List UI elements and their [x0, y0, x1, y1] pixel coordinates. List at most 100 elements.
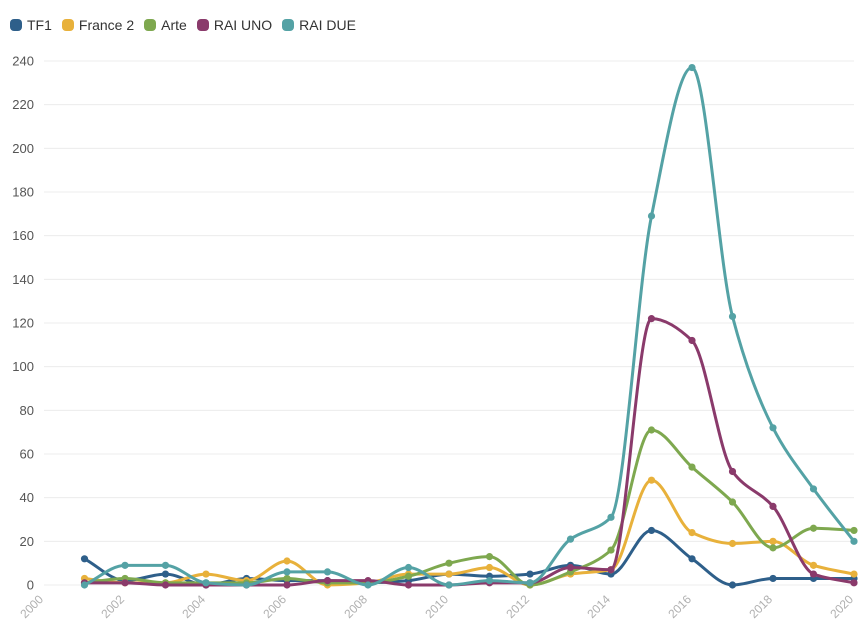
y-tick-label: 40 — [20, 490, 34, 505]
x-tick-label: 2018 — [746, 592, 775, 621]
data-point[interactable] — [323, 577, 332, 585]
data-point[interactable] — [809, 561, 818, 569]
legend-swatch — [10, 19, 22, 31]
data-point[interactable] — [647, 526, 656, 535]
series-rai-uno — [80, 315, 858, 589]
data-point[interactable] — [485, 577, 494, 585]
data-point[interactable] — [202, 579, 210, 587]
data-point[interactable] — [445, 581, 453, 589]
data-point[interactable] — [80, 555, 89, 563]
legend-swatch — [282, 19, 295, 31]
data-point[interactable] — [769, 537, 777, 545]
data-point[interactable] — [809, 485, 818, 493]
data-point[interactable] — [404, 572, 413, 580]
data-point[interactable] — [647, 426, 656, 434]
x-tick-label: 2004 — [179, 592, 208, 621]
y-tick-label: 200 — [12, 141, 34, 156]
data-point[interactable] — [647, 212, 656, 220]
y-tick-label: 120 — [12, 316, 34, 331]
data-point[interactable] — [728, 539, 737, 548]
gridlines — [44, 60, 854, 586]
data-point[interactable] — [688, 529, 696, 537]
data-point[interactable] — [647, 315, 656, 323]
data-point[interactable] — [769, 574, 777, 583]
data-point[interactable] — [526, 579, 534, 587]
data-point[interactable] — [688, 336, 696, 345]
data-point[interactable] — [404, 581, 413, 589]
data-point[interactable] — [607, 566, 615, 574]
legend-item[interactable]: France 2 — [61, 17, 135, 33]
data-point[interactable] — [80, 581, 89, 589]
data-point[interactable] — [728, 312, 737, 321]
data-point[interactable] — [728, 498, 737, 506]
data-point[interactable] — [809, 570, 818, 578]
data-point[interactable] — [283, 568, 291, 576]
data-point[interactable] — [688, 555, 696, 563]
data-point[interactable] — [728, 467, 737, 476]
legend-item[interactable]: TF1 — [10, 17, 52, 33]
legend-item[interactable]: RAI DUE — [282, 17, 356, 33]
data-point[interactable] — [769, 424, 777, 432]
y-tick-label: 0 — [27, 578, 34, 593]
series-arte — [80, 426, 858, 589]
series-france-2 — [80, 476, 858, 589]
legend-item[interactable]: RAI UNO — [196, 17, 272, 33]
data-point[interactable] — [445, 559, 453, 567]
data-point[interactable] — [323, 568, 332, 576]
x-tick-label: 2002 — [98, 592, 127, 621]
data-point[interactable] — [121, 579, 129, 587]
data-point[interactable] — [688, 63, 696, 72]
data-point[interactable] — [850, 526, 858, 535]
data-point[interactable] — [161, 581, 170, 589]
data-point[interactable] — [283, 557, 291, 565]
legend: TF1 France 2 Arte RAI UNO RAI DUE — [10, 17, 356, 33]
data-point[interactable] — [769, 544, 777, 552]
data-point[interactable] — [485, 563, 494, 572]
legend-label: RAI DUE — [299, 17, 356, 33]
data-point[interactable] — [688, 463, 696, 471]
data-point[interactable] — [445, 570, 453, 578]
x-tick-label: 2016 — [665, 592, 694, 621]
data-point[interactable] — [850, 570, 858, 578]
data-point[interactable] — [161, 561, 170, 569]
series-line — [83, 478, 856, 587]
data-point[interactable] — [485, 553, 494, 561]
data-point[interactable] — [850, 537, 858, 545]
legend-label: TF1 — [27, 17, 52, 33]
data-point[interactable] — [607, 513, 615, 521]
data-point[interactable] — [850, 579, 858, 587]
data-point[interactable] — [283, 574, 291, 583]
data-point[interactable] — [566, 563, 575, 572]
data-point[interactable] — [809, 524, 818, 532]
data-point[interactable] — [242, 581, 251, 589]
y-tick-label: 80 — [20, 403, 34, 418]
data-point[interactable] — [121, 561, 129, 569]
data-point[interactable] — [566, 535, 575, 543]
data-point[interactable] — [283, 581, 291, 589]
y-tick-label: 60 — [20, 447, 34, 462]
data-point[interactable] — [728, 581, 737, 589]
legend-item[interactable]: Arte — [144, 17, 187, 33]
y-tick-label: 240 — [12, 54, 34, 69]
x-tick-label: 2014 — [584, 592, 613, 621]
series-rai-due — [80, 63, 858, 589]
y-tick-label: 140 — [12, 272, 34, 287]
legend-label: Arte — [161, 17, 187, 33]
data-point[interactable] — [161, 570, 170, 578]
series-line — [83, 428, 856, 587]
data-point[interactable] — [364, 581, 372, 589]
y-tick-label: 220 — [12, 97, 34, 112]
data-point[interactable] — [647, 476, 656, 484]
x-tick-label: 2012 — [503, 592, 532, 621]
data-point[interactable] — [607, 546, 615, 554]
legend-label: France 2 — [78, 17, 135, 33]
x-tick-label: 2010 — [422, 592, 451, 621]
data-point[interactable] — [202, 570, 210, 578]
data-point[interactable] — [769, 502, 777, 510]
data-point[interactable] — [526, 570, 534, 578]
x-tick-label: 2006 — [260, 592, 289, 621]
y-tick-label: 180 — [12, 185, 34, 200]
data-point[interactable] — [404, 563, 413, 572]
